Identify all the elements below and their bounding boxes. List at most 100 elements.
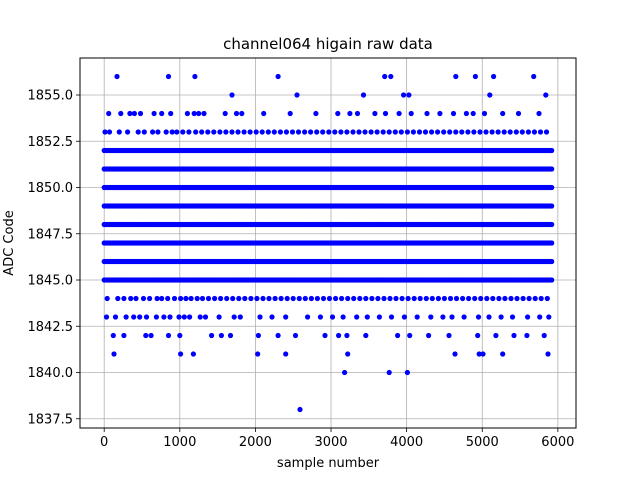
data-point (386, 369, 392, 376)
data-point (199, 129, 205, 135)
data-point (183, 295, 189, 302)
data-point (163, 129, 169, 135)
data-point (388, 73, 394, 80)
data-point (342, 369, 348, 376)
data-point (461, 314, 467, 320)
data-point (347, 110, 353, 117)
x-axis-ticks: 0 1000 2000 3000 4000 5000 6000 (100, 428, 574, 450)
data-point (381, 295, 387, 302)
data-point (500, 110, 506, 117)
data-point (392, 129, 398, 135)
data-point (332, 129, 338, 135)
data-point (399, 295, 405, 302)
data-point (253, 129, 259, 135)
y-tick-label: 1852.5 (28, 135, 74, 150)
data-point (511, 332, 517, 339)
data-point (171, 295, 178, 302)
data-point (452, 351, 458, 357)
data-point (491, 73, 497, 80)
data-point (255, 332, 261, 339)
data-point (345, 351, 351, 357)
data-point (549, 184, 555, 191)
data-point (440, 314, 446, 320)
data-point (480, 351, 486, 357)
y-tick-label: 1847.5 (28, 227, 74, 242)
data-point (141, 129, 147, 135)
data-point (184, 110, 190, 117)
data-point (103, 314, 110, 320)
data-point (202, 314, 209, 320)
data-point (227, 332, 234, 339)
data-point (356, 129, 362, 135)
data-point (308, 129, 314, 135)
data-point (380, 129, 386, 135)
data-point (196, 110, 202, 117)
data-point (424, 110, 430, 117)
data-point (351, 295, 357, 302)
data-point (549, 166, 555, 172)
data-point (410, 129, 416, 135)
data-point (131, 314, 137, 320)
data-point (236, 295, 242, 302)
data-point (147, 295, 153, 302)
data-point (460, 295, 466, 302)
data-point (201, 110, 207, 117)
data-point (386, 129, 392, 135)
y-tick-label: 1850.0 (28, 181, 74, 196)
data-point (536, 110, 542, 117)
data-point (375, 295, 381, 302)
data-point (369, 295, 375, 302)
data-point (150, 129, 156, 135)
data-point (374, 129, 380, 135)
data-point (404, 129, 410, 135)
data-point (233, 110, 240, 117)
data-point (169, 129, 175, 135)
data-point (121, 295, 127, 302)
data-point (364, 314, 370, 320)
data-point (125, 129, 131, 135)
data-point (453, 73, 459, 80)
chart-title: channel064 higain raw data (223, 35, 433, 53)
data-point (257, 314, 263, 320)
data-point (478, 295, 484, 302)
data-point (481, 110, 488, 117)
data-point (102, 129, 108, 135)
data-point (484, 295, 490, 302)
data-point (174, 129, 180, 135)
data-point (453, 129, 459, 135)
data-point (118, 110, 124, 117)
data-point (449, 314, 455, 320)
data-point (241, 129, 247, 135)
data-point (271, 129, 277, 135)
data-point (453, 295, 460, 302)
data-point (471, 129, 477, 135)
data-point (106, 129, 113, 135)
data-point (495, 129, 501, 135)
data-point (261, 110, 267, 117)
data-point (326, 129, 332, 135)
data-point (140, 295, 147, 302)
data-point (194, 295, 200, 302)
data-point (165, 332, 172, 339)
data-point (199, 295, 206, 302)
data-point (549, 277, 555, 283)
data-point (549, 258, 555, 265)
data-point (362, 129, 368, 135)
data-point (546, 314, 552, 320)
data-point (186, 129, 192, 135)
data-point (537, 314, 543, 320)
data-point (422, 129, 429, 135)
data-point (178, 295, 184, 302)
data-point (247, 129, 253, 135)
data-point (187, 314, 193, 320)
data-point (489, 129, 495, 135)
data-point (541, 332, 547, 339)
data-point (259, 129, 265, 135)
data-point (429, 295, 435, 302)
data-point (487, 92, 493, 98)
data-point (320, 295, 327, 302)
data-point (239, 110, 245, 117)
data-point (127, 110, 133, 117)
